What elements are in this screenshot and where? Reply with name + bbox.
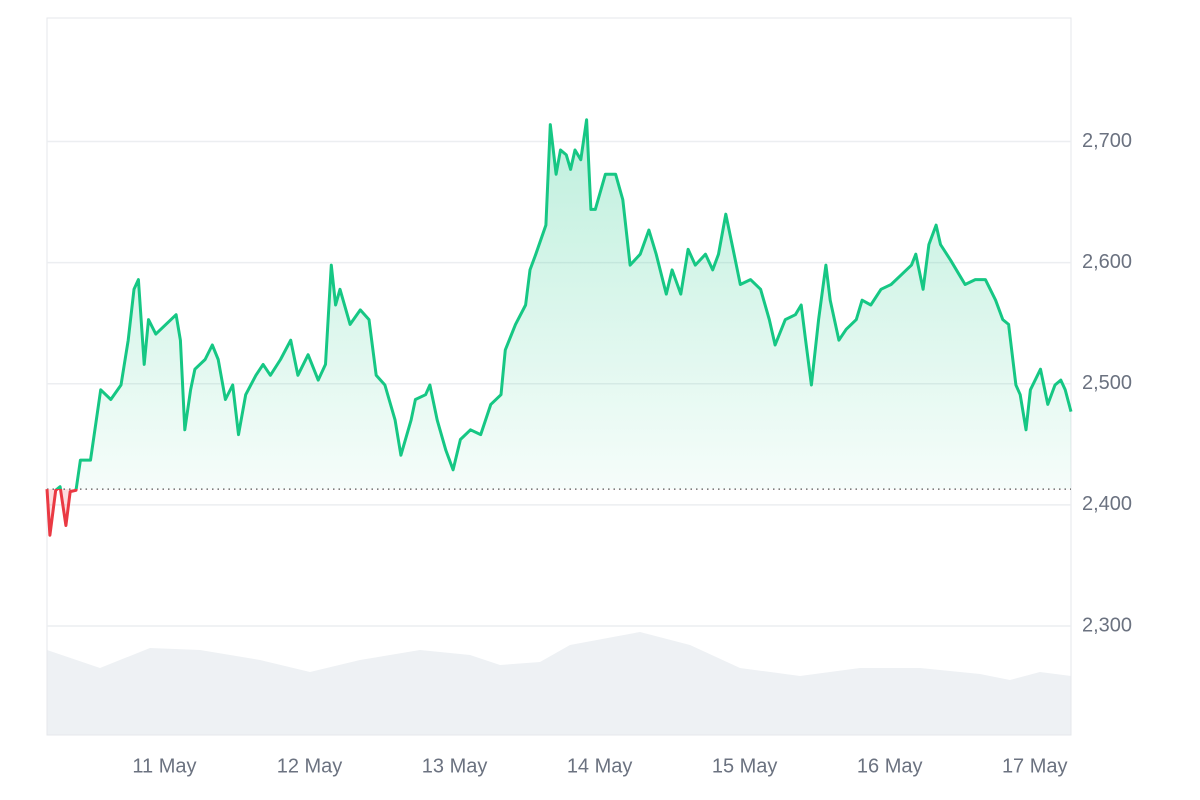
volume-backdrop bbox=[47, 632, 1071, 735]
price-area bbox=[47, 119, 1071, 536]
y-tick-label: 2,400 bbox=[1082, 493, 1132, 515]
x-tick-label: 13 May bbox=[422, 755, 488, 777]
x-tick-label: 11 May bbox=[132, 755, 196, 777]
y-tick-label: 2,300 bbox=[1082, 614, 1132, 636]
x-tick-label: 14 May bbox=[567, 755, 633, 777]
x-tick-label: 17 May bbox=[1002, 755, 1068, 777]
x-tick-label: 16 May bbox=[857, 755, 923, 777]
y-tick-label: 2,600 bbox=[1082, 251, 1132, 273]
x-tick-label: 15 May bbox=[712, 755, 778, 777]
plot-frame bbox=[46, 17, 1072, 736]
y-tick-label: 2,500 bbox=[1082, 372, 1132, 394]
x-tick-label: 12 May bbox=[277, 755, 343, 777]
y-tick-label: 2,700 bbox=[1082, 130, 1132, 152]
price-line bbox=[45, 118, 1073, 537]
